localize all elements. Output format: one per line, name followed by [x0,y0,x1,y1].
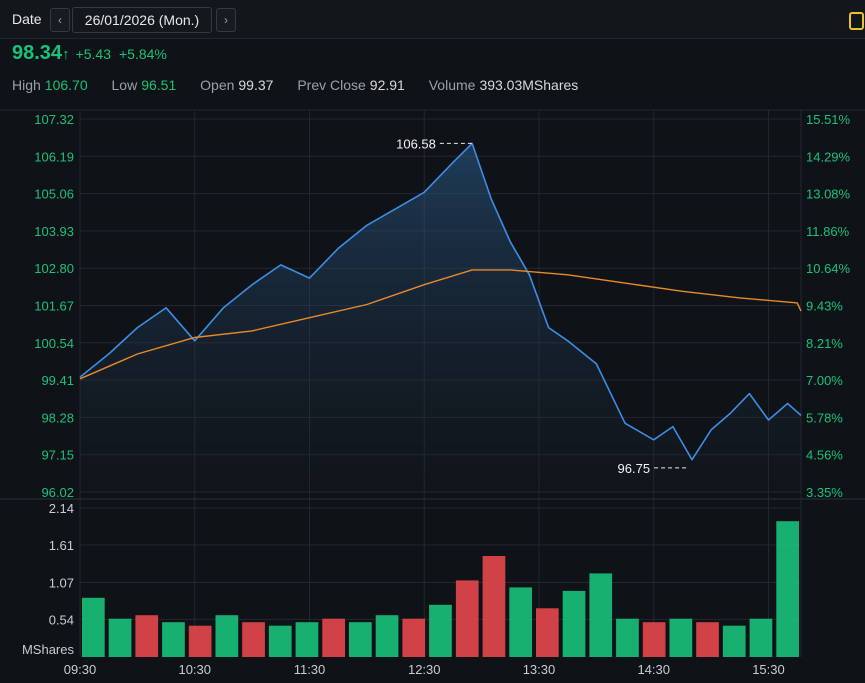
price-tick-label: 102.80 [34,261,74,276]
price-tick-label: 101.67 [34,299,74,314]
volume-bar [162,622,185,657]
volume-bar [295,622,319,657]
extreme-value-label: 96.75 [618,461,651,476]
panel-icon[interactable] [849,12,864,30]
volume-bar [749,618,773,657]
volume-bar [482,556,506,657]
time-tick-label: 15:30 [752,662,785,677]
time-tick-label: 13:30 [523,662,556,677]
volume-bar [562,590,586,657]
time-tick-label: 11:30 [294,662,326,677]
percent-tick-label: 3.35% [806,485,843,500]
last-price: 98.34 [12,42,63,64]
previous-date-button[interactable]: ‹ [50,8,70,32]
volume-bar [722,625,746,657]
price-area [80,143,801,492]
time-tick-label: 14:30 [637,662,670,677]
up-arrow-icon: ↑ [62,46,70,63]
volume-bar [642,622,666,657]
price-tick-label: 107.32 [34,112,74,127]
price-tick-label: 97.15 [41,448,74,463]
volume-bar [455,580,479,657]
volume-bar [82,597,105,657]
volume-tick-label: 0.54 [49,612,74,627]
volume-bar [776,521,799,657]
percent-tick-label: 7.00% [806,373,843,388]
price-tick-label: 96.02 [41,485,74,500]
extreme-value-label: 106.58 [396,136,436,151]
volume-tick-label: 2.14 [49,501,74,516]
high-label: High [12,77,41,93]
open-label: Open [200,77,235,93]
price-tick-label: 103.93 [34,224,74,239]
volume-bar [696,622,719,657]
volume-bar [536,608,559,657]
low-value: 96.51 [141,77,177,93]
quote-header: 98.34↑ +5.43 +5.84% [12,42,175,68]
date-label: Date [12,11,42,27]
volume-bar [589,573,613,657]
volume-bar [322,618,345,657]
price-line [79,142,802,461]
price-tick-label: 99.41 [41,373,74,388]
percent-tick-label: 8.21% [806,336,843,351]
low-label: Low [111,77,138,93]
volume-unit-label: MShares [22,642,75,657]
volume-bar [375,615,399,657]
time-tick-label: 10:30 [178,662,211,677]
volume-bar [188,625,212,657]
chevron-left-icon: ‹ [58,13,62,27]
intraday-chart[interactable]: 107.32 15.51% 106.19 14.29% 105.06 13.08% 103.… [0,102,865,683]
volume-bar [215,615,239,657]
volume-bar [268,625,292,657]
high-value: 106.70 [44,77,88,93]
percent-tick-label: 15.51% [806,112,851,127]
volume-bar [509,587,532,657]
percent-tick-label: 10.64% [806,261,851,276]
volume-tick-label: 1.07 [49,576,74,591]
volume-bar [242,622,265,657]
prev-close-value: 92.91 [369,77,405,93]
volume-value: 393.03MShares [479,77,579,93]
chevron-right-icon: › [224,13,228,27]
price-tick-label: 106.19 [34,149,74,164]
percent-tick-label: 13.08% [806,187,851,202]
price-tick-label: 98.28 [41,410,74,425]
average-price-line [79,269,802,380]
percent-tick-label: 9.43% [806,299,843,314]
price-tick-label: 100.54 [34,336,74,351]
volume-bar [429,604,452,657]
time-tick-label: 09:30 [64,662,97,677]
prev-close-label: Prev Close [297,77,366,93]
percent-tick-label: 11.86% [806,224,850,239]
volume-tick-label: 1.61 [49,538,74,553]
volume-bar [108,618,132,657]
price-change: +5.43 [75,46,111,62]
open-value: 99.37 [238,77,274,93]
volume-bar [135,615,159,657]
volume-label: Volume [428,77,476,93]
time-tick-label: 12:30 [408,662,441,677]
date-picker-field[interactable]: 26/01/2026 (Mon.) [72,7,212,33]
volume-bar [402,618,426,657]
date-toolbar: Date ‹ 26/01/2026 (Mon.) › [0,0,865,39]
volume-bar [616,618,639,657]
volume-bar [669,618,693,657]
next-date-button[interactable]: › [216,8,236,32]
stats-row: High 106.70 Low 96.51 Open 99.37 Prev Close… [12,77,598,93]
percent-tick-label: 14.29% [806,149,851,164]
price-change-percent: +5.84% [119,46,167,62]
percent-tick-label: 5.78% [806,410,843,425]
price-tick-label: 105.06 [34,187,74,202]
percent-tick-label: 4.56% [806,448,843,463]
volume-bar [349,622,372,657]
